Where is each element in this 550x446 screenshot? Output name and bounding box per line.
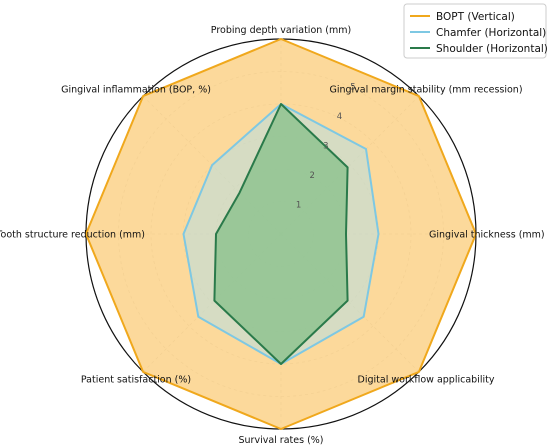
legend-label: Shoulder (Horizontal): [436, 43, 548, 55]
axis-label: Gingival margin stability (mm recession): [329, 85, 522, 96]
axis-label: Tooth structure reduction (mm): [0, 230, 145, 241]
r-tick-label: 4: [337, 112, 342, 122]
legend-label: BOPT (Vertical): [436, 11, 515, 23]
series-line-bopt-vertical: [85, 38, 477, 430]
r-tick-label: 1: [296, 201, 301, 211]
r-tick-label: 3: [323, 142, 328, 152]
legend-label: Chamfer (Horizontal): [436, 27, 546, 39]
series-layer: [85, 38, 477, 430]
legend: BOPT (Vertical) Chamfer (Horizontal) Shoul…: [403, 3, 548, 59]
series-line-shoulder-horizontal: [213, 103, 349, 365]
axis-label: Digital workflow applicability: [358, 375, 495, 386]
axis-label: Survival rates (%): [238, 435, 323, 446]
r-tick-label: 5: [350, 82, 355, 92]
axis-labels: Probing depth variation (mm) Gingival mar…: [0, 25, 545, 446]
axis-label: Patient satisfaction (%): [81, 375, 191, 386]
axis-label: Gingival thickness (mm): [429, 230, 545, 241]
legend-box: [403, 3, 547, 59]
axis-label: Gingival inflammation (BOP, %): [61, 85, 211, 96]
series-area-shoulder-horizontal: [214, 104, 348, 364]
tick-labels: 1 2 3 4 5: [296, 82, 356, 210]
axis-label: Probing depth variation (mm): [211, 25, 351, 36]
r-tick-label: 2: [309, 171, 314, 181]
